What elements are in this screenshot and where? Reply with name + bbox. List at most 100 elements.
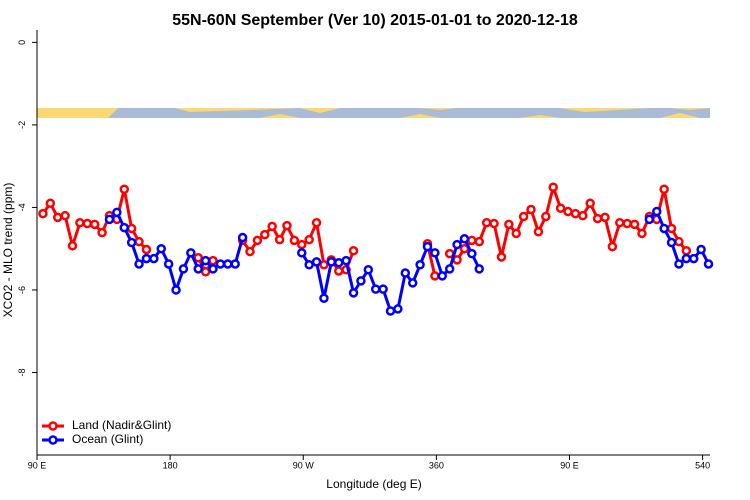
data-point — [208, 264, 218, 274]
data-point — [141, 244, 152, 255]
y-axis-title: XCO2 - MLO trend (ppm) — [1, 183, 15, 318]
data-point — [245, 246, 255, 257]
data-point — [600, 212, 610, 223]
data-point — [555, 203, 566, 214]
data-point — [444, 264, 455, 274]
data-point — [696, 244, 706, 255]
data-point — [474, 236, 485, 247]
chart-title: 55N-60N September (Ver 10) 2015-01-01 to… — [172, 12, 578, 29]
data-point — [674, 259, 684, 269]
legend-label: Ocean (Glint) — [72, 432, 143, 446]
data-point — [75, 217, 85, 228]
data-point — [311, 217, 322, 228]
data-point — [326, 257, 337, 267]
data-point — [230, 259, 240, 269]
data-point — [97, 227, 107, 238]
legend-label: Land (Nadir&Glint) — [72, 418, 171, 432]
legend: Land (Nadir&Glint)Ocean (Glint) — [42, 418, 171, 446]
data-point — [607, 241, 618, 252]
data-point — [629, 219, 640, 230]
y-tick-label: -2 — [17, 121, 27, 129]
y-tick-label: 0 — [17, 40, 27, 45]
data-point — [112, 207, 122, 218]
x-tick-label: 180 — [163, 460, 178, 470]
data-point — [237, 232, 248, 243]
data-point — [644, 214, 655, 225]
data-point — [674, 236, 684, 247]
data-point — [38, 208, 48, 219]
data-point — [430, 248, 440, 258]
data-point — [452, 239, 462, 250]
data-point — [467, 235, 477, 246]
data-point — [45, 198, 56, 209]
data-point — [474, 264, 485, 274]
data-point — [274, 234, 285, 245]
data-point — [393, 304, 403, 314]
y-tick-label: -6 — [17, 286, 27, 294]
data-point — [385, 306, 396, 316]
data-point — [688, 253, 699, 264]
data-point — [208, 255, 218, 266]
data-point — [548, 182, 558, 192]
data-point — [592, 213, 603, 224]
data-point — [215, 259, 226, 269]
data-point — [333, 257, 344, 268]
x-tick-label: 90 E — [560, 460, 579, 470]
data-point — [622, 218, 632, 229]
data-point — [518, 211, 529, 222]
data-point — [703, 259, 714, 269]
data-point — [311, 257, 322, 267]
data-point — [119, 184, 130, 195]
y-tick-label: -4 — [17, 203, 27, 211]
data-point — [533, 227, 544, 237]
legend-marker — [48, 421, 58, 431]
data-point — [659, 184, 669, 195]
data-point — [348, 246, 359, 256]
data-point — [297, 239, 307, 250]
data-point — [422, 241, 433, 252]
data-point — [171, 285, 181, 295]
x-tick-label: 90 E — [28, 460, 47, 470]
data-point — [134, 259, 144, 269]
data-point — [541, 211, 551, 222]
data-point — [156, 243, 166, 254]
data-point — [578, 210, 588, 221]
data-point — [82, 218, 93, 229]
data-point — [666, 223, 677, 234]
data-point — [193, 264, 203, 274]
data-point — [526, 204, 536, 215]
data-point — [134, 236, 144, 247]
data-point — [407, 278, 418, 288]
x-tick-label: 540 — [695, 460, 710, 470]
data-point — [252, 235, 263, 246]
data-point — [348, 288, 359, 298]
data-point — [615, 217, 625, 228]
data-point — [341, 255, 351, 266]
data-point — [67, 241, 78, 251]
data-point — [141, 253, 152, 264]
data-point — [200, 255, 211, 266]
data-point — [104, 214, 115, 225]
data-point — [52, 212, 63, 223]
data-point — [319, 260, 329, 270]
data-point — [186, 248, 196, 258]
data-point — [504, 219, 514, 230]
data-point — [267, 221, 277, 232]
data-point — [467, 248, 477, 259]
data-point — [437, 271, 448, 281]
data-point — [652, 206, 662, 217]
x-tick-label: 90 W — [293, 460, 315, 470]
data-point — [496, 252, 507, 262]
data-point — [511, 228, 521, 239]
data-point — [223, 259, 233, 269]
data-point — [666, 237, 677, 248]
data-point — [415, 260, 425, 270]
data-point — [681, 253, 692, 264]
data-point — [119, 222, 130, 233]
data-point — [304, 234, 314, 245]
data-point — [378, 284, 388, 294]
legend-marker — [48, 435, 58, 445]
data-point — [126, 223, 137, 234]
x-axis-title: Longitude (deg E) — [326, 477, 421, 491]
